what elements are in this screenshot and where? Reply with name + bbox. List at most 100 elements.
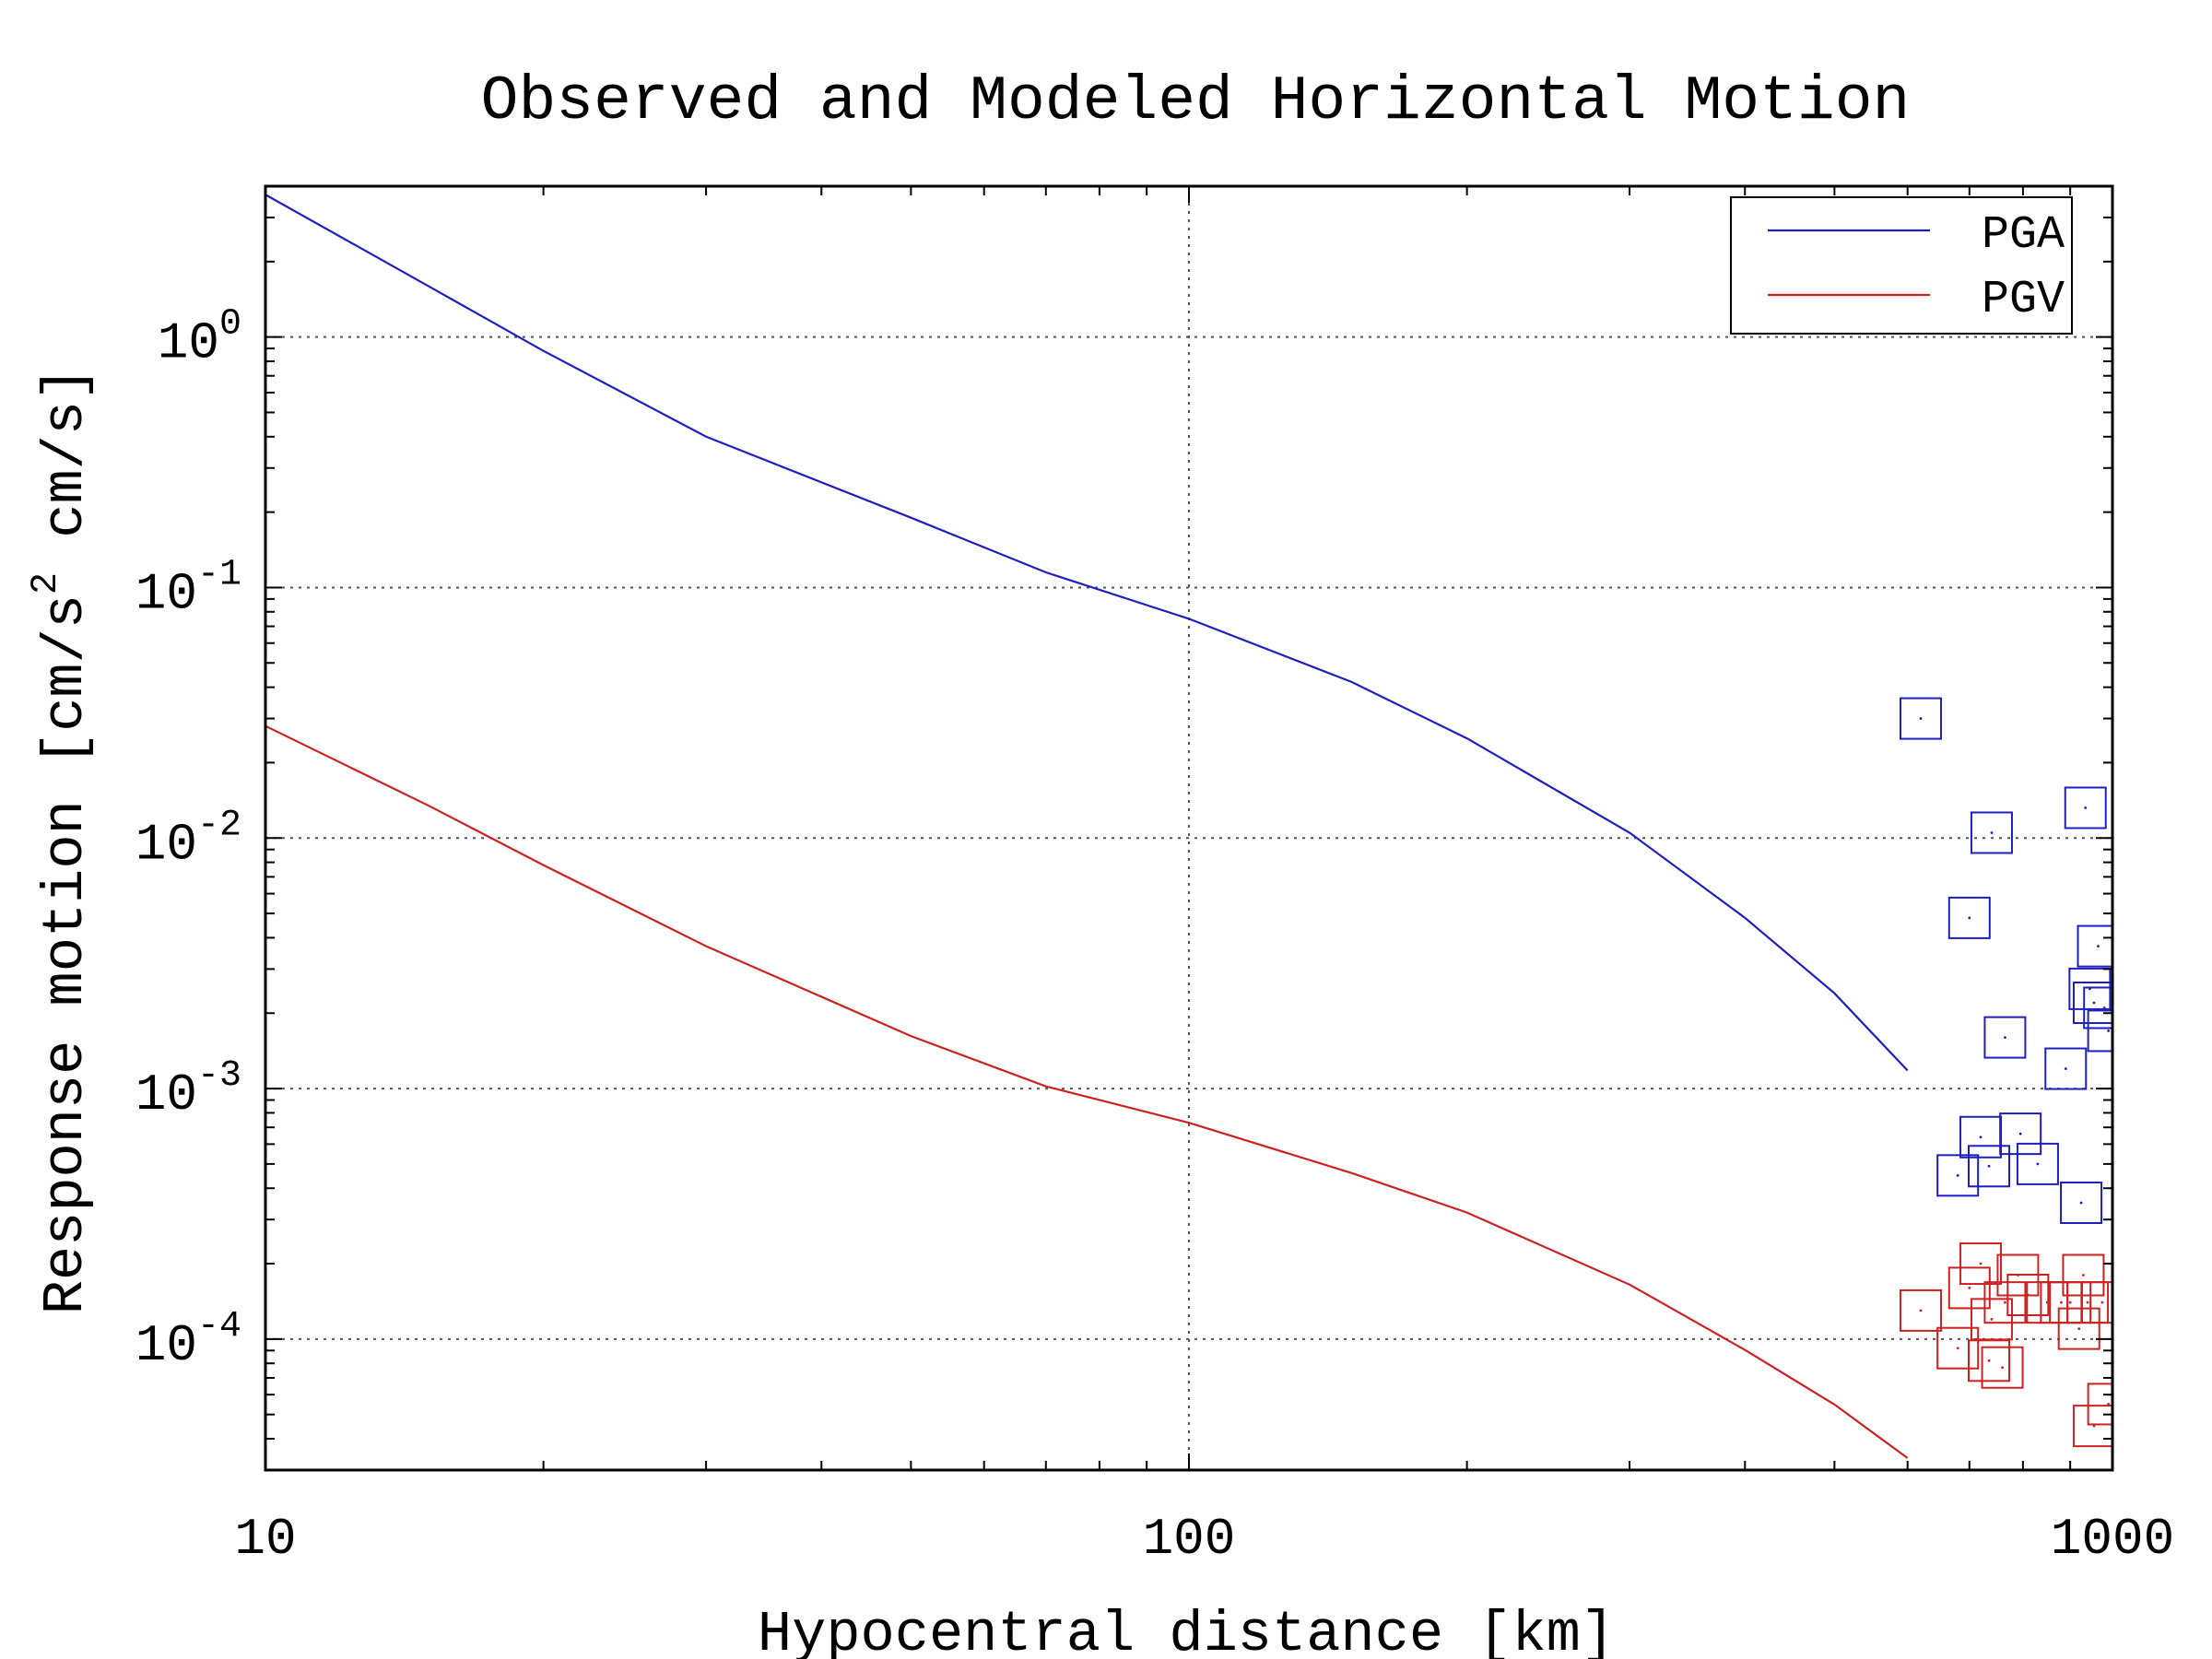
pga-observed-marker-dot [2107,1030,2111,1032]
pga-observed-marker [2077,924,2112,968]
y-axis-label-superscript: 2 [26,572,67,594]
pgv-observed-marker-dot [2100,1300,2104,1304]
pgv-observed-marker [2006,1274,2050,1317]
pga-observed-marker [2083,986,2112,1030]
x-axis-label: Hypocentral distance [km] [758,1602,1615,1659]
pga-observed-point [1970,811,2013,854]
pga-observed-marker-dot [2064,1067,2067,1070]
y-tick-label: 10-2 [135,805,241,874]
pga-observed-point [2068,967,2112,1010]
x-tick-label: 10 [234,1510,296,1569]
y-tick-label-exponent: 0 [219,304,241,346]
pga-observed-point [1899,697,1942,740]
gridlines [265,186,2112,1470]
pgv-observed-marker-dot [2004,1300,2006,1304]
legend-box [1730,196,2073,335]
pga-observed-marker-dot [2036,1162,2040,1166]
pgv-observed-point [1899,1288,1942,1332]
pga-observed-point [1959,1115,2003,1159]
pgv-observed-marker [2072,1405,2112,1448]
pgv-observed-marker-dot [1990,1317,1994,1321]
pga-observed-point [1999,1112,2042,1156]
pgv-observed-point [1983,1281,2027,1324]
y-tick-label-base: 10 [135,1065,197,1124]
pgv-observed-marker [1970,1298,2013,1341]
pgv-observed-point [1970,1298,2013,1341]
pgv-observed-marker-dot [2082,1274,2085,1277]
pga-observed-marker [2064,786,2107,830]
y-axis-label-prefix: Response motion [cm/s [33,594,99,1314]
pga-observed-marker [2060,1181,2103,1224]
pga-observed-point [2060,1181,2103,1224]
x-axis-tick-labels: 10 100 1000 [234,1510,2174,1569]
pga-observed-marker [2072,981,2112,1024]
pga-observed-marker-dot [2102,1006,2106,1009]
axis-ticks [265,186,2113,1471]
pgv-observed-point [1959,1242,2003,1286]
pga-line [265,194,1909,1072]
chart-title: Observed and Modeled Horizontal Motion [481,66,1911,137]
y-tick-label: 10-3 [135,1055,241,1124]
pgv-observed-point [2049,1281,2092,1324]
y-axis-label-suffix: cm/s] [33,367,99,572]
pgv-observed-marker [1899,1288,1942,1332]
pgv-observed-marker [1959,1242,2003,1286]
y-tick-label-exponent: -3 [197,1055,241,1097]
data-layer [265,194,2112,1459]
pga-observed-marker [1999,1112,2042,1156]
pga-observed-point [1936,1154,1980,1197]
pgv-observed-point [2062,1253,2105,1297]
legend: PGA PGV [1730,196,2073,335]
pga-observed-marker-dot [1919,717,1923,720]
pga-observed-marker-dot [1990,831,1994,834]
pga-observed-point [2077,924,2112,968]
y-tick-label-base: 10 [135,815,197,874]
y-axis-label: Response motion [cm/s2 cm/s] [26,367,99,1315]
y-tick-label: 100 [158,304,241,373]
pga-observed-marker [1968,1145,2011,1188]
pgv-observed-point [2087,1382,2112,1426]
pgv-observed-point [1981,1346,2024,1389]
pgv-observed-marker [1983,1281,2027,1324]
pga-observed-point [2083,986,2112,1030]
pgv-observed-marker [1947,1266,1991,1310]
pgv-observed-marker-dot [2001,1366,2004,1370]
pgv-observed-point [1947,1266,1991,1310]
y-tick-label: 10-1 [135,554,241,623]
pga-observed-point [1947,896,1991,939]
pgv-observed-marker [2062,1253,2105,1297]
pga-observed-marker-dot [2004,1036,2006,1039]
pga-observed-marker [1970,811,2013,854]
pgv-observed-marker-dot [2077,1327,2081,1331]
pgv-observed-marker-dot [1919,1309,1923,1312]
pga-observed-point [2087,1009,2112,1053]
pga-observed-marker [1899,697,1942,740]
pga-observed-marker-dot [2097,945,2100,948]
pgv-observed-marker [2057,1307,2100,1350]
pga-observed-marker-dot [2079,1201,2083,1205]
pga-observed-marker-dot [1968,916,1971,920]
pgv-observed-marker-dot [2107,1403,2111,1406]
pgv-observed-marker [1936,1326,1980,1370]
pga-observed-marker-dot [1987,1164,1991,1168]
pga-observed-marker [1936,1154,1980,1197]
y-tick-label-base: 10 [135,1316,197,1375]
pgv-observed-marker-dot [1968,1286,1971,1289]
x-tick-label: 100 [1143,1510,1236,1569]
legend-label-pgv: PGV [1982,274,2065,326]
pgv-observed-marker-dot [2045,1300,2049,1304]
pgv-observed-marker-dot [1987,1359,1991,1362]
y-tick-label-base: 10 [158,314,219,373]
pga-observed-marker [1983,1016,2027,1059]
pgv-observed-point [2072,1405,2112,1448]
pga-observed-marker [2087,1009,2112,1053]
pga-observed-point [1983,1016,2027,1059]
pga-observed-point [2072,981,2112,1024]
pga-observed-marker-dot [2084,806,2088,809]
y-tick-label-exponent: -2 [197,805,241,846]
pgv-line [265,724,1909,1459]
pga-observed-marker [2068,967,2112,1010]
y-tick-label: 10-4 [135,1306,241,1375]
